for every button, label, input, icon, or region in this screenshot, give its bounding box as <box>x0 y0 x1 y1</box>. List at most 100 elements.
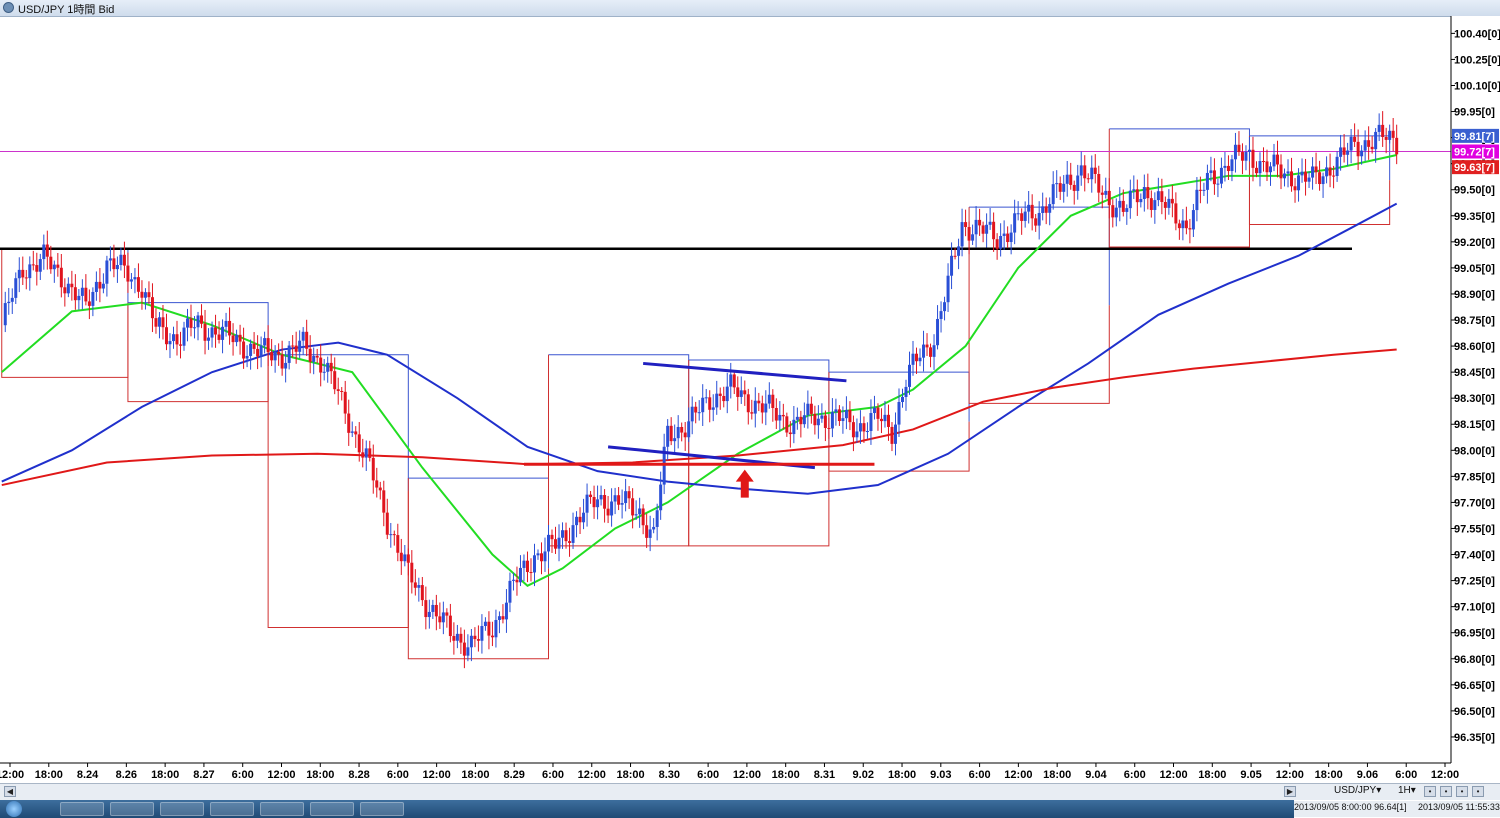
candle-body <box>24 277 28 279</box>
taskbar-app-5[interactable] <box>260 802 304 816</box>
price-tick-label: 99.20[0] <box>1454 237 1495 249</box>
candle-body <box>617 495 621 505</box>
candle-body <box>361 452 365 458</box>
candle-body <box>862 423 866 432</box>
candle-body <box>795 416 799 420</box>
candle-body <box>1069 174 1073 185</box>
candle-body <box>59 267 63 288</box>
candle-body <box>1058 183 1062 192</box>
chart-window-icon <box>3 2 14 13</box>
price-chart[interactable]: 100.40[0]100.25[0]100.10[0]99.95[0]99.80… <box>0 16 1500 783</box>
candle-body <box>879 418 883 422</box>
taskbar-app-7[interactable] <box>360 802 404 816</box>
candle-body <box>322 371 326 373</box>
price-tick-label: 96.50[0] <box>1454 706 1495 718</box>
candle-body <box>554 539 558 549</box>
tool-button-2[interactable]: • <box>1440 786 1452 797</box>
candle-body <box>256 348 260 357</box>
time-tick-label: 18:00 <box>772 769 800 781</box>
candle-body <box>1132 189 1136 191</box>
candle-body <box>575 516 579 526</box>
annotations <box>735 469 754 498</box>
price-tick-label: 100.25[0] <box>1454 54 1500 66</box>
horizontal-lines <box>0 151 1451 251</box>
candle-body <box>518 567 522 583</box>
candle-body <box>94 281 98 292</box>
price-label: 99.72[7] <box>1454 147 1495 159</box>
time-tick-label: 8.31 <box>814 769 835 781</box>
candle-body <box>774 407 778 421</box>
candle-body <box>1030 204 1034 219</box>
time-tick-label: 6:00 <box>542 769 564 781</box>
candle-body <box>371 457 375 481</box>
candle-body <box>357 434 361 453</box>
tool-button-4[interactable]: • <box>1472 786 1484 797</box>
candle-body <box>66 283 70 294</box>
candle-body <box>413 582 417 588</box>
candle-body <box>1118 200 1122 208</box>
timeframe-select[interactable]: 1H▾ <box>1398 785 1416 796</box>
window-titlebar: USD/JPY 1時間 Bid <box>0 0 1500 17</box>
price-label-bg <box>1452 160 1499 175</box>
candle-body <box>981 225 985 234</box>
time-tick-label: 18:00 <box>151 769 179 781</box>
candle-body <box>1097 173 1101 193</box>
candle-body <box>235 334 239 343</box>
tool-button-1[interactable]: • <box>1424 786 1436 797</box>
price-tick-label: 100.10[0] <box>1454 80 1500 92</box>
scroll-right-icon[interactable]: ▶ <box>1284 786 1296 797</box>
candle-body <box>1016 213 1020 215</box>
candle-body <box>1223 165 1227 168</box>
candle-body <box>564 530 568 542</box>
taskbar-app-6[interactable] <box>310 802 354 816</box>
time-tick-label: 8.30 <box>659 769 680 781</box>
candle-body <box>1037 212 1041 226</box>
candle-body <box>1307 177 1311 182</box>
candle-body <box>946 275 950 303</box>
time-tick-label: 8.29 <box>503 769 524 781</box>
price-tick-label: 97.10[0] <box>1454 602 1495 614</box>
candle-body <box>589 494 593 497</box>
candle-body <box>427 611 431 618</box>
candle-body <box>469 635 473 648</box>
candle-body <box>406 554 410 563</box>
candle-body <box>242 341 246 359</box>
candle-body <box>136 277 140 292</box>
time-tick-label: 18:00 <box>616 769 644 781</box>
candle-body <box>392 534 396 536</box>
symbol-select[interactable]: USD/JPY▾ <box>1334 785 1382 796</box>
candle-body <box>133 277 137 280</box>
price-labels: 99.81[7] 99.72[7] 99.63[7] <box>1452 128 1499 175</box>
start-button-icon[interactable] <box>6 801 22 817</box>
candle-body <box>872 407 876 414</box>
candle-body <box>1349 136 1353 151</box>
taskbar-app-3[interactable] <box>160 802 204 816</box>
timeframe-value: 1H <box>1398 785 1411 796</box>
candle-body <box>343 391 347 414</box>
taskbar-app-1[interactable] <box>60 802 104 816</box>
taskbar <box>0 800 1294 818</box>
candle-body <box>38 259 42 272</box>
range-low <box>1248 135 1391 225</box>
candle-body <box>1055 183 1059 185</box>
candle-body <box>532 555 536 573</box>
time-tick-label: 6:00 <box>232 769 254 781</box>
candle-body <box>585 494 589 513</box>
candle-body <box>971 234 975 241</box>
scroll-left-icon[interactable]: ◀ <box>4 786 16 797</box>
candle-body <box>56 264 60 268</box>
taskbar-app-2[interactable] <box>110 802 154 816</box>
price-tick-label: 98.30[0] <box>1454 393 1495 405</box>
taskbar-app-4[interactable] <box>210 802 254 816</box>
candle-body <box>1020 213 1024 221</box>
candle-body <box>168 341 172 345</box>
tool-button-3[interactable]: • <box>1456 786 1468 797</box>
candle-body <box>501 616 505 620</box>
time-tick-label: 18:00 <box>888 769 916 781</box>
candle-body <box>834 409 838 412</box>
candle-body <box>1381 124 1385 138</box>
candle-body <box>603 495 607 509</box>
candle-body <box>915 353 919 362</box>
candle-body <box>207 337 211 341</box>
moving-averages <box>1 154 1398 588</box>
